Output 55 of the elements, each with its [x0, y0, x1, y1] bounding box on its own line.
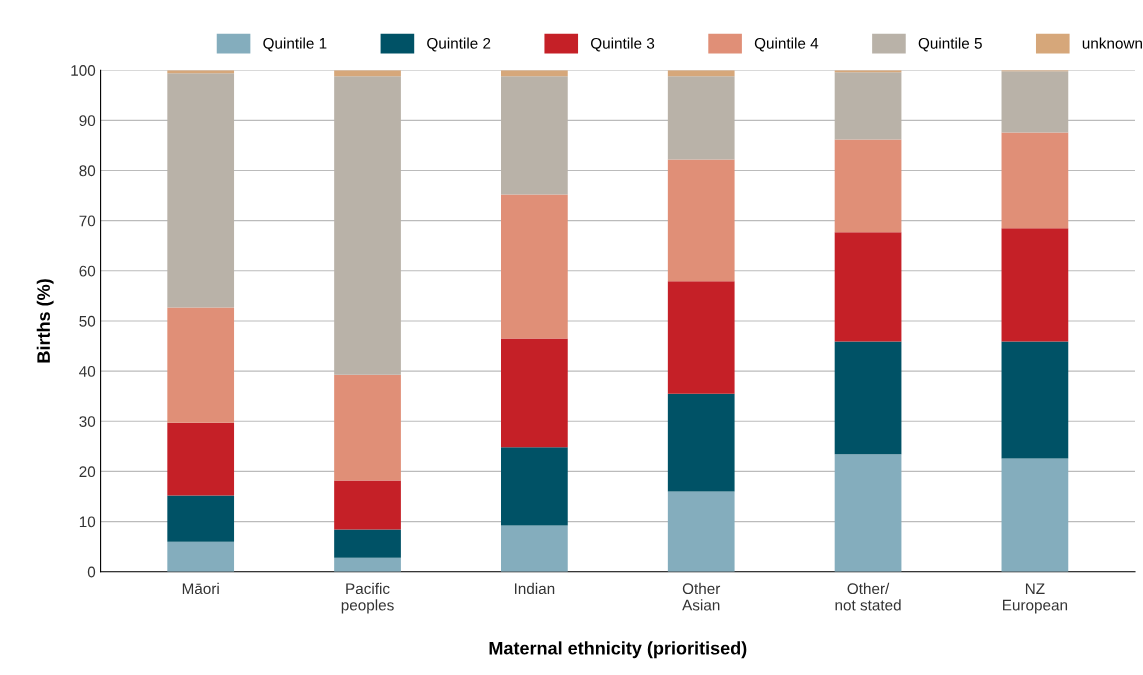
- bar: [501, 76, 568, 195]
- bar: [834, 72, 902, 140]
- bar: [1001, 341, 1069, 459]
- x-tick-label: Māori: [182, 582, 219, 595]
- bar: [334, 529, 401, 558]
- bar: [1001, 458, 1069, 572]
- bar: [667, 393, 735, 492]
- y-tick-label: 0: [87, 566, 96, 578]
- y-tick-label: 40: [79, 365, 96, 377]
- bar: [167, 422, 235, 496]
- bar: [834, 139, 902, 233]
- bar: [501, 338, 568, 448]
- bar: [667, 491, 735, 572]
- y-tick-label: 50: [79, 315, 96, 327]
- x-axis-title: Maternal ethnicity (prioritised): [489, 641, 747, 659]
- bar: [501, 447, 568, 526]
- bar: [167, 307, 235, 423]
- y-tick-label: 10: [79, 516, 96, 528]
- bar: [1001, 132, 1069, 229]
- bar: [501, 194, 568, 339]
- bar: [1001, 71, 1069, 133]
- bar: [834, 454, 902, 572]
- bar: [667, 76, 735, 160]
- legend-label: Quintile 2: [427, 37, 491, 52]
- legend-label: Quintile 4: [754, 37, 819, 52]
- bar: [167, 495, 235, 542]
- legend-label: unknown: [1082, 37, 1142, 49]
- y-tick-label: 80: [79, 165, 96, 177]
- y-tick-label: 70: [79, 215, 96, 227]
- y-tick-label: 60: [79, 265, 96, 277]
- bar: [834, 341, 902, 455]
- x-tick-label: Pacific peoples: [341, 582, 394, 614]
- bar: [167, 73, 235, 308]
- bar: [667, 281, 735, 394]
- y-tick-label: 30: [79, 416, 96, 427]
- x-tick-label: NZ European: [1003, 583, 1068, 614]
- bar: [167, 541, 235, 572]
- legend-label: Quintile 5: [918, 37, 982, 52]
- bar: [834, 232, 902, 342]
- bar: [667, 159, 735, 282]
- bar: [334, 480, 401, 530]
- bar: [334, 76, 401, 375]
- y-tick-label: 20: [79, 466, 96, 478]
- bar: [334, 374, 401, 481]
- bar: [501, 525, 568, 572]
- x-tick-label: Other/ not stated: [835, 582, 901, 611]
- y-tick-label: 90: [79, 115, 96, 127]
- legend-label: Quintile 1: [263, 37, 327, 52]
- legend-label: Quintile 3: [591, 37, 655, 52]
- y-tick-label: 100: [71, 65, 96, 76]
- x-tick-label: Other Asian: [682, 582, 721, 611]
- x-tick-label: Indian: [514, 582, 555, 595]
- bar: [334, 557, 401, 572]
- bar: [1001, 228, 1069, 342]
- y-axis-title: Births (%): [36, 279, 54, 363]
